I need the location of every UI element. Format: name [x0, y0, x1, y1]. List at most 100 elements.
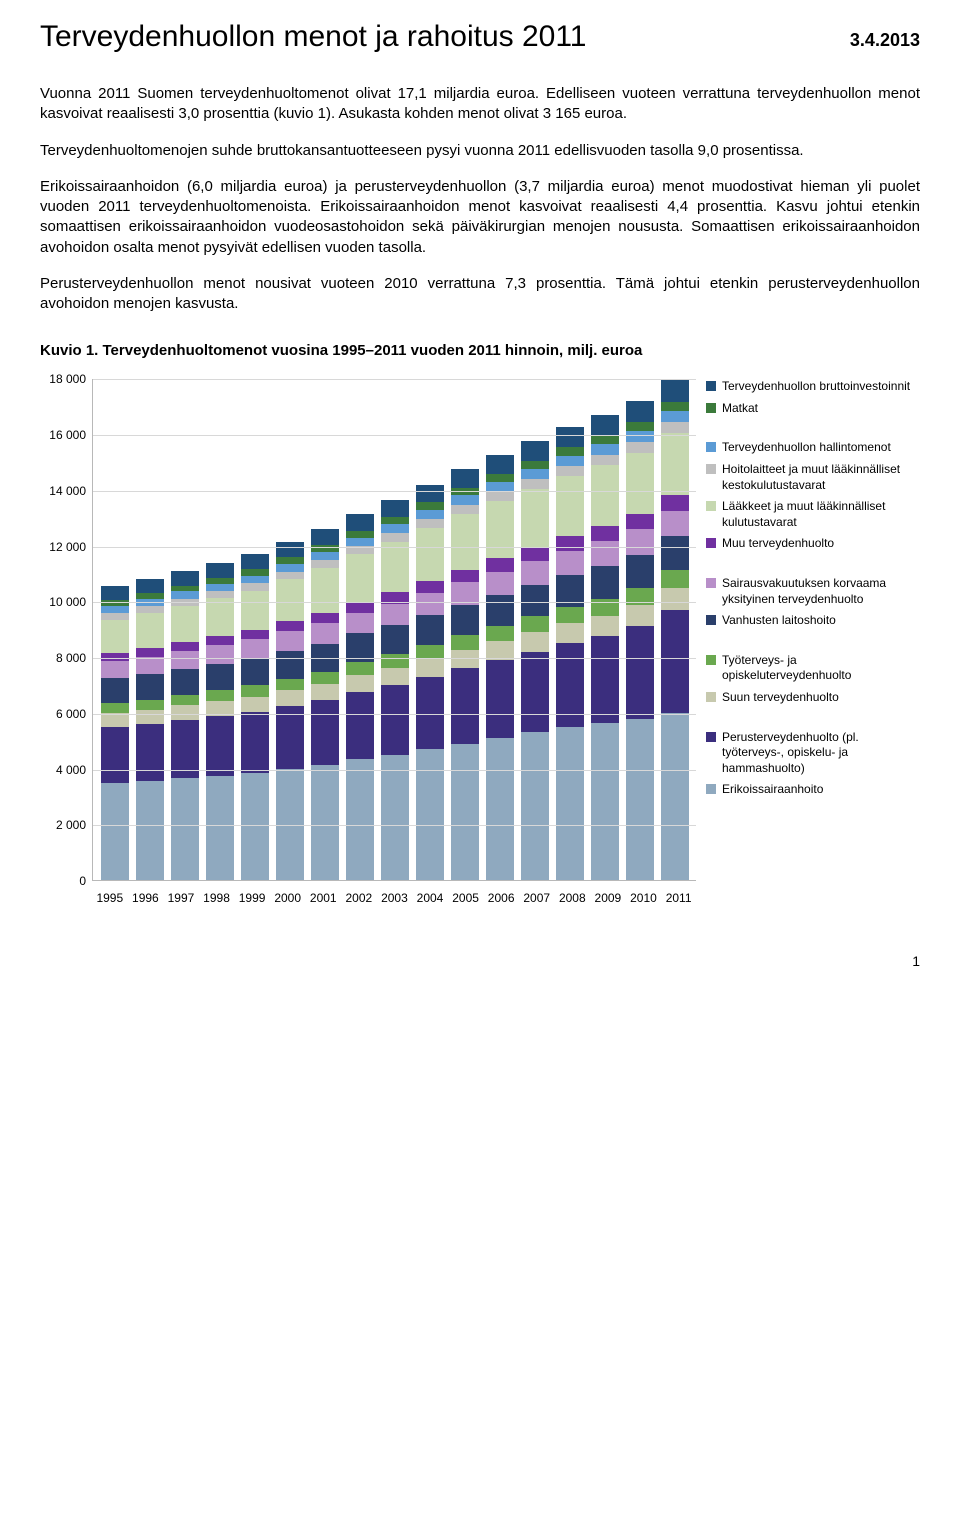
x-axis-label: 2008	[559, 891, 586, 905]
legend-item-matkat: Matkat	[706, 401, 920, 417]
bar-segment-erikois	[101, 783, 129, 881]
bar-segment-tyoterv	[486, 626, 514, 641]
bar-segment-laakkeet	[556, 476, 584, 536]
bar-segment-suun	[171, 705, 199, 720]
gridline	[93, 602, 696, 603]
bar-segment-hoitol	[311, 560, 339, 568]
bar-segment-sairaus	[311, 623, 339, 643]
bar-segment-erikois	[206, 776, 234, 881]
bar-column	[661, 380, 689, 880]
bar-segment-hoitol	[136, 606, 164, 613]
x-axis-label: 2006	[488, 891, 515, 905]
bar-segment-suun	[591, 616, 619, 637]
bar-segment-muu	[346, 602, 374, 613]
bar-segment-erikois	[311, 765, 339, 881]
legend-swatch	[706, 403, 716, 413]
legend-item-suun: Suun terveydenhuolto	[706, 690, 920, 706]
bar-segment-hallinto	[276, 564, 304, 572]
paragraph-1: Vuonna 2011 Suomen terveydenhuoltomenot …	[40, 84, 920, 125]
bar-segment-perus	[661, 610, 689, 713]
bar-segment-erikois	[661, 713, 689, 880]
bar-segment-sairaus	[591, 541, 619, 566]
bar-segment-tyoterv	[206, 690, 234, 701]
bar-segment-muu	[206, 636, 234, 645]
bar-segment-matkat	[591, 436, 619, 445]
legend-swatch	[706, 784, 716, 794]
legend-label: Terveydenhuollon bruttoinvestoinnit	[722, 379, 910, 395]
legend-item-brutto: Terveydenhuollon bruttoinvestoinnit	[706, 379, 920, 395]
legend-swatch	[706, 732, 716, 742]
bar-column	[206, 563, 234, 880]
bar-segment-suun	[241, 697, 269, 712]
bar-segment-laakkeet	[311, 568, 339, 613]
bar-segment-erikois	[486, 738, 514, 880]
bar-segment-hallinto	[416, 510, 444, 519]
bar-segment-laakkeet	[206, 598, 234, 636]
body-text: Vuonna 2011 Suomen terveydenhuoltomenot …	[40, 84, 920, 314]
y-axis-label: 4 000	[40, 763, 86, 777]
y-axis-label: 2 000	[40, 818, 86, 832]
bar-segment-perus	[241, 712, 269, 773]
bar-segment-matkat	[416, 502, 444, 510]
bar-segment-laakkeet	[346, 554, 374, 601]
bar-column	[626, 401, 654, 880]
legend-item-muu: Muu terveydenhuolto	[706, 536, 920, 552]
bar-segment-sairaus	[521, 561, 549, 584]
bar-segment-suun	[556, 623, 584, 643]
y-axis-label: 6 000	[40, 707, 86, 721]
gridline	[93, 435, 696, 436]
bar-segment-sairaus	[101, 661, 129, 678]
bar-segment-hallinto	[346, 538, 374, 546]
bar-segment-sairaus	[136, 657, 164, 674]
bar-segment-laakkeet	[416, 528, 444, 581]
bar-segment-hoitol	[276, 572, 304, 580]
bar-segment-brutto	[381, 500, 409, 517]
bar-segment-hallinto	[591, 444, 619, 454]
bar-segment-vanhus	[241, 658, 269, 685]
paragraph-2: Terveydenhuoltomenojen suhde bruttokansa…	[40, 141, 920, 161]
bar-segment-tyoterv	[101, 703, 129, 713]
x-axis-label: 1996	[132, 891, 159, 905]
bar-segment-hallinto	[381, 524, 409, 533]
bar-segment-sairaus	[556, 551, 584, 575]
bar-segment-sairaus	[171, 651, 199, 669]
bar-segment-perus	[591, 636, 619, 722]
legend-swatch	[706, 501, 716, 511]
bar-segment-tyoterv	[171, 695, 199, 705]
legend-item-perus: Perusterveydenhuolto (pl. työterveys-, o…	[706, 730, 920, 777]
bar-segment-suun	[486, 641, 514, 660]
y-axis-label: 8 000	[40, 651, 86, 665]
bar-segment-sairaus	[241, 639, 269, 658]
bar-segment-muu	[311, 613, 339, 624]
legend-swatch	[706, 655, 716, 665]
bar-segment-perus	[626, 626, 654, 718]
bar-segment-hoitol	[451, 505, 479, 514]
legend-item-hallinto: Terveydenhuollon hallintomenot	[706, 440, 920, 456]
bar-segment-erikois	[276, 769, 304, 881]
bar-column	[451, 469, 479, 880]
bar-segment-perus	[381, 685, 409, 755]
bar-column	[101, 586, 129, 880]
legend-swatch	[706, 381, 716, 391]
bar-segment-sairaus	[416, 593, 444, 615]
bar-segment-hoitol	[381, 533, 409, 542]
x-axis-label: 1995	[96, 891, 123, 905]
bar-segment-laakkeet	[626, 453, 654, 514]
legend-group: Sairausvakuutuksen korvaama yksityinen t…	[706, 576, 920, 635]
bar-column	[276, 542, 304, 880]
bar-segment-perus	[101, 727, 129, 783]
gridline	[93, 714, 696, 715]
bar-segment-vanhus	[521, 585, 549, 617]
bar-column	[521, 441, 549, 880]
bar-segment-hoitol	[626, 442, 654, 453]
chart-title: Kuvio 1. Terveydenhuoltomenot vuosina 19…	[40, 342, 920, 359]
x-axis-label: 2011	[666, 891, 692, 905]
y-axis-label: 0	[40, 874, 86, 888]
legend-label: Suun terveydenhuolto	[722, 690, 839, 706]
bar-segment-sairaus	[486, 572, 514, 595]
bar-segment-matkat	[661, 402, 689, 411]
bar-segment-laakkeet	[451, 514, 479, 570]
y-axis-label: 12 000	[40, 540, 86, 554]
bar-segment-muu	[661, 495, 689, 511]
bar-segment-tyoterv	[661, 570, 689, 588]
